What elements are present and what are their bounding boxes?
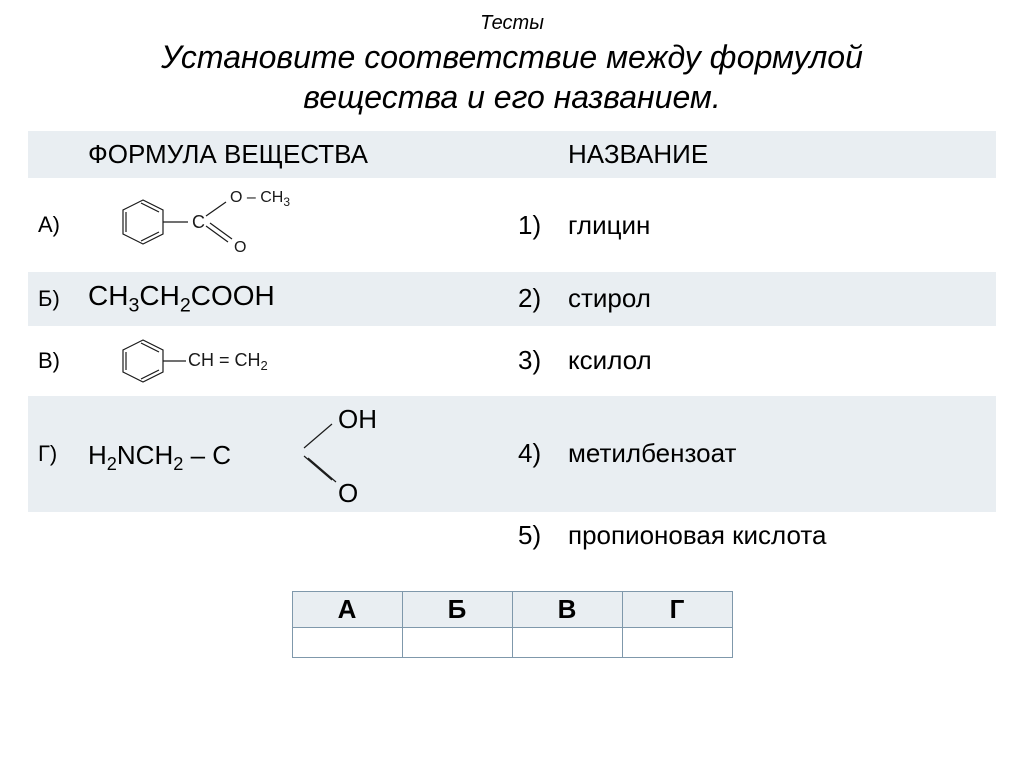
table-row: Б) CH3CH2COOH 2) стирол	[28, 272, 996, 326]
table-row: А) C O – CH3 O	[28, 178, 996, 272]
formula-cell-propionic: CH3CH2COOH	[78, 272, 508, 326]
row-letter: Г)	[28, 396, 78, 512]
label-o-ch3: O – CH3	[230, 189, 290, 209]
row-num: 2)	[508, 272, 558, 326]
answer-table: А Б В Г	[292, 591, 733, 658]
benzene-ester-svg: C O – CH3 O	[88, 186, 348, 264]
row-num: 4)	[508, 396, 558, 512]
answer-area: А Б В Г	[28, 591, 996, 658]
label-o-double: O	[234, 239, 246, 256]
title-line-2: вещества и его названием.	[303, 79, 720, 115]
answer-cell-v[interactable]	[512, 627, 622, 657]
header-formula: ФОРМУЛА ВЕЩЕСТВА	[78, 131, 508, 178]
row-num: 5)	[508, 512, 558, 559]
row-name: метилбензоат	[558, 396, 996, 512]
row-letter	[28, 512, 78, 559]
table-row: Г) OH H2NCH2 – C O 4) метилбензоат	[28, 396, 996, 512]
label-c: C	[192, 212, 205, 232]
answer-header-v: В	[512, 591, 622, 627]
answer-cell-b[interactable]	[402, 627, 512, 657]
row-num: 3)	[508, 326, 558, 396]
formula-cell-styrene: CH = CH2	[78, 326, 508, 396]
formula-cell-glycine: OH H2NCH2 – C O	[78, 396, 508, 512]
supertitle: Тесты	[28, 12, 996, 35]
answer-header-row: А Б В Г	[292, 591, 732, 627]
page-title: Установите соответствие между формулой в…	[28, 37, 996, 117]
table-row: В) CH = CH2 3) ксилол	[28, 326, 996, 396]
row-letter: А)	[28, 178, 78, 272]
answer-cell-a[interactable]	[292, 627, 402, 657]
formula-cell-benzene-ester: C O – CH3 O	[78, 178, 508, 272]
row-name: стирол	[558, 272, 996, 326]
answer-cell-g[interactable]	[622, 627, 732, 657]
row-letter: Б)	[28, 272, 78, 326]
header-name: НАЗВАНИЕ	[558, 131, 996, 178]
row-num: 1)	[508, 178, 558, 272]
table-row: 5) пропионовая кислота	[28, 512, 996, 559]
answer-header-g: Г	[622, 591, 732, 627]
answer-input-row	[292, 627, 732, 657]
glycine-bonds-svg	[298, 414, 358, 494]
title-line-1: Установите соответствие между формулой	[161, 39, 863, 75]
row-name: глицин	[558, 178, 996, 272]
row-name: пропионовая кислота	[558, 512, 996, 559]
glycine-main: H2NCH2 – C	[88, 440, 231, 475]
row-name: ксилол	[558, 326, 996, 396]
row-letter: В)	[28, 326, 78, 396]
header-blank-2	[508, 131, 558, 178]
table-header-row: ФОРМУЛА ВЕЩЕСТВА НАЗВАНИЕ	[28, 131, 996, 178]
answer-header-a: А	[292, 591, 402, 627]
matching-table: ФОРМУЛА ВЕЩЕСТВА НАЗВАНИЕ А)	[28, 131, 996, 559]
formula-cell-empty	[78, 512, 508, 559]
label-ch-ch2: CH = CH2	[188, 350, 268, 373]
answer-header-b: Б	[402, 591, 512, 627]
header-blank-1	[28, 131, 78, 178]
benzene-vinyl-svg: CH = CH2	[88, 334, 348, 388]
